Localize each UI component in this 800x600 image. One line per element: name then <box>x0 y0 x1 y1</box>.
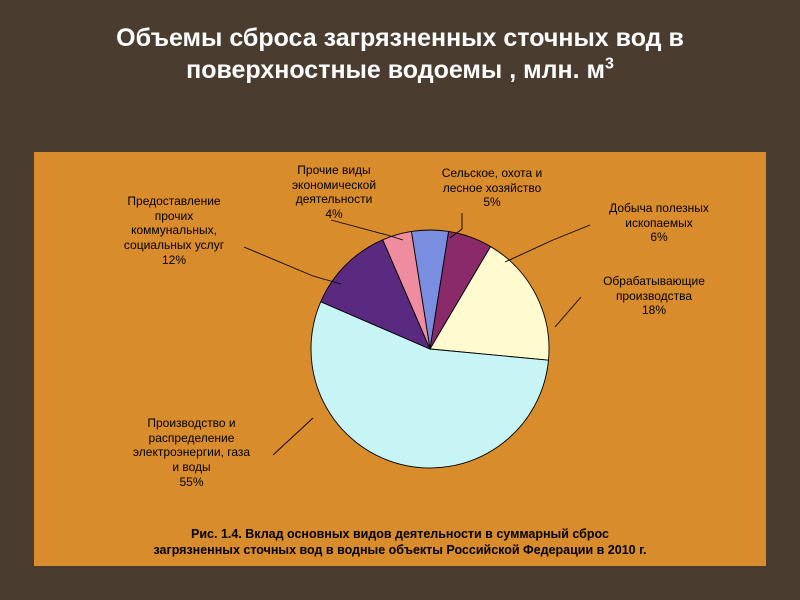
slide-title: Объемы сброса загрязненных сточных вод в… <box>0 0 800 96</box>
leader-line-2 <box>555 297 581 327</box>
title-sup: 3 <box>605 56 614 73</box>
label-energy: Производство ираспределениеэлектроэнерги… <box>104 416 279 489</box>
label-social: Предоставлениепрочихкоммунальных,социаль… <box>99 194 249 267</box>
label-other: Прочие видыэкономическойдеятельности4% <box>269 163 399 222</box>
slide: Объемы сброса загрязненных сточных вод в… <box>0 0 800 600</box>
leader-line-3 <box>273 418 313 455</box>
label-manuf: Обрабатывающиепроизводства18% <box>579 274 729 318</box>
chart-caption: Рис. 1.4. Вклад основных видов деятельно… <box>34 526 766 559</box>
title-line-2-text: поверхностные водоемы , млн. м <box>186 56 605 84</box>
caption-line-1: Рис. 1.4. Вклад основных видов деятельно… <box>34 526 766 542</box>
pie-chart <box>309 228 551 470</box>
label-agri: Сельское, охота илесное хозяйство5% <box>417 166 567 210</box>
title-line-1: Объемы сброса загрязненных сточных вод в <box>40 22 760 54</box>
chart-panel: Сельское, охота илесное хозяйство5% Добыч… <box>34 152 766 566</box>
label-mining: Добыча полезныхископаемых6% <box>589 201 729 245</box>
title-line-2: поверхностные водоемы , млн. м3 <box>40 54 760 86</box>
caption-line-2: загрязненных сточных вод в водные объект… <box>34 542 766 558</box>
pie-svg <box>309 228 551 470</box>
